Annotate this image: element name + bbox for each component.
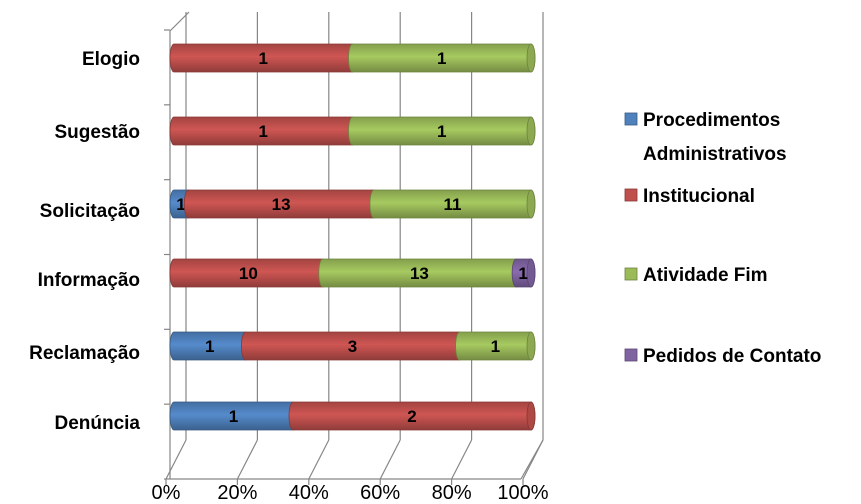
category-label: Elogio xyxy=(82,49,140,70)
data-label: 11 xyxy=(443,195,461,214)
category-label: Informação xyxy=(38,270,140,291)
bar-end-cap xyxy=(526,258,536,288)
bar-end-cap xyxy=(526,43,536,73)
legend-swatch xyxy=(624,112,638,126)
chart-frame xyxy=(164,11,544,480)
bar-segment: 3 xyxy=(241,331,464,361)
legend-swatch xyxy=(624,188,638,202)
bar-segment: 13 xyxy=(183,189,379,219)
data-label: 1 xyxy=(259,49,268,68)
bar-end-cap xyxy=(526,116,536,146)
data-label: 2 xyxy=(407,407,416,426)
data-label: 1 xyxy=(491,337,500,356)
legend-entry: Institucional xyxy=(624,186,755,207)
x-tick-label: 100% xyxy=(497,482,548,504)
data-label: 1 xyxy=(518,264,527,283)
x-tick-label: 20% xyxy=(217,482,257,504)
bar-end-cap xyxy=(526,401,536,431)
legend-entry: Pedidos de Contato xyxy=(624,346,821,367)
bar-segment: 1 xyxy=(348,43,536,73)
x-tick-label: 40% xyxy=(289,482,329,504)
data-label: 13 xyxy=(410,264,429,283)
category-label: Denúncia xyxy=(54,413,140,434)
legend: Procedimentos Administrativos Instituciona… xyxy=(624,110,821,367)
bar-row: 1 13 11 xyxy=(169,189,536,219)
data-label: 1 xyxy=(437,122,446,141)
gridline-depth xyxy=(451,439,473,480)
legend-swatch xyxy=(624,348,638,362)
category-labels: Elogio Sugestão Solicitação Informação Recla… xyxy=(29,49,140,434)
category-label: Reclamação xyxy=(29,343,140,364)
bar-segment: 1 xyxy=(169,43,357,73)
legend-label: Administrativos xyxy=(643,144,787,165)
bar-segment: 1 xyxy=(169,331,250,361)
bar-segment: 1 xyxy=(455,331,536,361)
legend-entry: Atividade Fim xyxy=(624,265,768,286)
bar-row: 1 3 1 xyxy=(169,331,536,361)
bar-segment: 2 xyxy=(288,401,536,431)
legend-label: Pedidos de Contato xyxy=(643,346,821,367)
gridline-depth xyxy=(236,439,258,480)
bar-segment: 11 xyxy=(369,189,536,219)
bar-segment: 1 xyxy=(511,258,536,288)
bar-segment: 13 xyxy=(318,258,521,288)
bar-segment: 10 xyxy=(169,258,328,288)
data-label: 13 xyxy=(272,195,291,214)
gridline-depth xyxy=(165,439,187,480)
data-label: 1 xyxy=(229,407,238,426)
bar-segment: 1 xyxy=(348,116,536,146)
category-label: Solicitação xyxy=(40,201,140,222)
bar-end-cap xyxy=(526,189,536,219)
gridline-depth xyxy=(379,439,401,480)
bar-segment: 1 xyxy=(169,401,298,431)
gridlines xyxy=(165,12,544,485)
x-tick-labels: 0% 20% 40% 60% 80% 100% xyxy=(152,482,549,504)
data-label: 3 xyxy=(348,337,357,356)
legend-entry: Procedimentos Administrativos xyxy=(624,110,787,165)
legend-label: Procedimentos xyxy=(643,110,780,131)
gridline-depth xyxy=(308,439,330,480)
data-label: 1 xyxy=(176,195,185,214)
data-label: 10 xyxy=(239,264,258,283)
bar-end-cap xyxy=(526,331,536,361)
legend-label: Institucional xyxy=(643,186,755,207)
x-tick-label: 80% xyxy=(432,482,472,504)
data-label: 1 xyxy=(259,122,268,141)
data-label: 1 xyxy=(205,337,214,356)
gridline-depth xyxy=(522,439,544,480)
legend-swatch xyxy=(624,267,638,281)
x-tick-label: 0% xyxy=(152,482,181,504)
x-tick-label: 60% xyxy=(360,482,400,504)
bar-row: 10 13 1 xyxy=(169,258,536,288)
data-label: 1 xyxy=(437,49,446,68)
bar-segment: 1 xyxy=(169,116,357,146)
legend-label: Atividade Fim xyxy=(643,265,768,286)
category-label: Sugestão xyxy=(54,122,140,143)
